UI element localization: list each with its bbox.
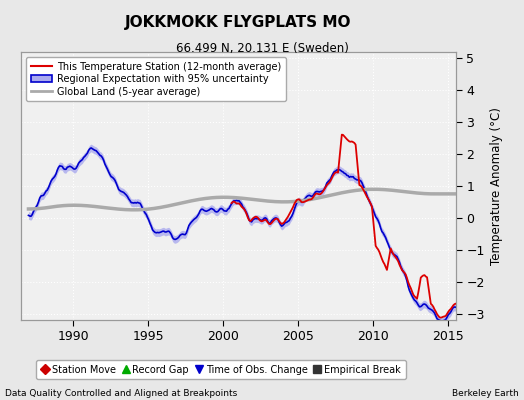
Text: 66.499 N, 20.131 E (Sweden): 66.499 N, 20.131 E (Sweden) (176, 42, 348, 55)
Legend: Station Move, Record Gap, Time of Obs. Change, Empirical Break: Station Move, Record Gap, Time of Obs. C… (36, 360, 406, 380)
Y-axis label: Temperature Anomaly (°C): Temperature Anomaly (°C) (490, 107, 503, 265)
Text: Data Quality Controlled and Aligned at Breakpoints: Data Quality Controlled and Aligned at B… (5, 389, 237, 398)
Title: JOKKMOKK FLYGPLATS MO: JOKKMOKK FLYGPLATS MO (125, 15, 352, 30)
Text: Berkeley Earth: Berkeley Earth (452, 389, 519, 398)
